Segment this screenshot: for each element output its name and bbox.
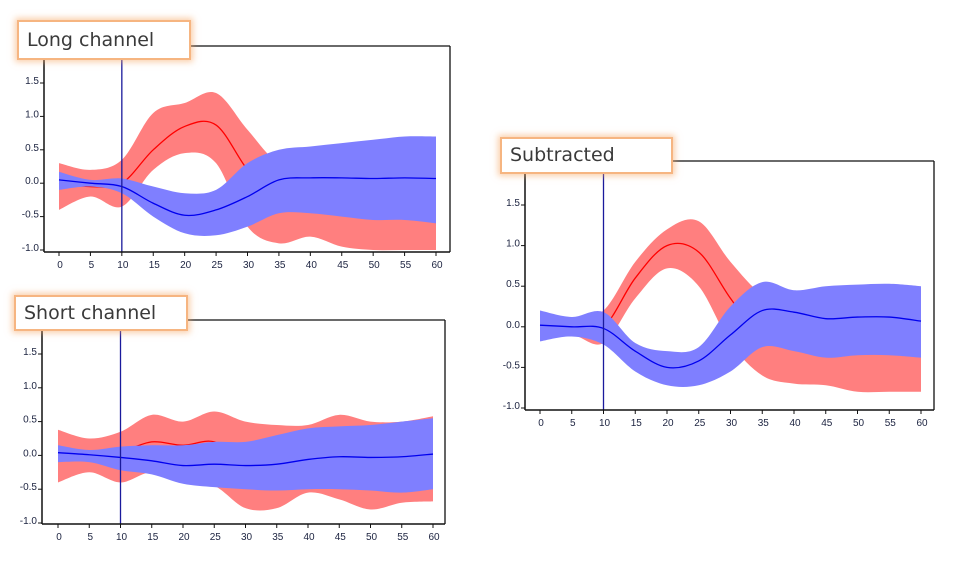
long-channel-y-tick-label: 0.0 — [25, 176, 39, 187]
long-channel-x-tick-label: 30 — [243, 260, 255, 271]
subtracted-x-tick-label: 50 — [853, 418, 865, 429]
short-channel-y-tick-label: 1.0 — [23, 381, 37, 392]
short-channel-y-tick-label: -0.5 — [20, 482, 38, 493]
short-channel-y-tick-label: 0.5 — [23, 415, 37, 426]
long-channel-x-tick-label: 55 — [400, 260, 412, 271]
short-channel-y-tick-label: 1.5 — [23, 347, 37, 358]
short-channel-x-tick-label: 25 — [210, 532, 222, 543]
long-channel-title: Long channel — [17, 20, 191, 60]
long-channel-x-tick-label: 45 — [337, 260, 349, 271]
long-channel-x-tick-label: 60 — [431, 260, 443, 271]
short-channel-x-tick-label: 40 — [303, 532, 315, 543]
subtracted-chart: 1.5 1.0 0.5 0.0 -0.5 -1.0 0 5 10 15 20 25 30 35 40 45 50… — [503, 160, 935, 429]
subtracted-x-tick-label: 15 — [631, 418, 643, 429]
short-channel-x-tick-label: 60 — [428, 532, 440, 543]
long-channel-x-tick-label: 50 — [369, 260, 381, 271]
long-channel-y-tick-label: -1.0 — [22, 243, 40, 254]
subtracted-x-tick-label: 45 — [821, 418, 833, 429]
short-channel-x-tick-label: 0 — [56, 532, 62, 543]
long-channel-x-tick-label: 35 — [274, 260, 286, 271]
long-channel-x-tick-label: 5 — [89, 260, 95, 271]
subtracted-y-tick-label: 1.0 — [506, 239, 520, 250]
subtracted-y-tick-label: -0.5 — [503, 360, 521, 371]
subtracted-x-tick-label: 35 — [758, 418, 770, 429]
subtracted-y-tick-label: -1.0 — [503, 401, 521, 412]
long-channel-y-tick-label: -0.5 — [22, 210, 40, 221]
short-channel-x-tick-label: 15 — [147, 532, 159, 543]
subtracted-x-tick-label: 10 — [599, 418, 611, 429]
subtracted-y-tick-label: 0.0 — [506, 320, 520, 331]
long-channel-x-tick-label: 10 — [117, 260, 129, 271]
subtracted-x-tick-label: 40 — [789, 418, 801, 429]
subtracted-x-tick-label: 5 — [570, 418, 576, 429]
subtracted-y-tick-label: 1.5 — [506, 198, 520, 209]
long-channel-blue-band — [59, 136, 436, 236]
subtracted-x-tick-label: 0 — [538, 418, 544, 429]
subtracted-x-tick-label: 60 — [916, 418, 928, 429]
subtracted-y-tick-label: 0.5 — [506, 279, 520, 290]
short-channel-x-tick-label: 45 — [335, 532, 347, 543]
long-channel-plot-area — [58, 91, 437, 251]
subtracted-x-tick-label: 25 — [694, 418, 706, 429]
long-channel-x-tick-label: 0 — [57, 260, 63, 271]
subtracted-title-text: Subtracted — [510, 144, 615, 166]
short-channel-x-tick-label: 50 — [366, 532, 378, 543]
short-channel-y-tick-label: -1.0 — [20, 516, 38, 527]
long-channel-y-tick-label: 0.5 — [25, 143, 39, 154]
long-channel-x-tick-label: 15 — [149, 260, 161, 271]
short-channel-x-tick-label: 5 — [87, 532, 93, 543]
short-channel-y-tick-label: 0.0 — [23, 448, 37, 459]
short-channel-chart: 1.5 1.0 0.5 0.0 -0.5 -1.0 0 5 10 15 20 25 30 35 40 45 50… — [20, 319, 446, 543]
short-channel-x-tick-label: 10 — [116, 532, 128, 543]
long-channel-title-text: Long channel — [27, 28, 155, 51]
short-channel-blue-band — [58, 418, 433, 493]
long-channel-x-tick-label: 40 — [306, 260, 318, 271]
short-channel-x-tick-label: 35 — [272, 532, 284, 543]
subtracted-title: Subtracted — [500, 137, 673, 174]
subtracted-plot-area — [539, 219, 922, 393]
long-channel-x-tick-label: 25 — [212, 260, 224, 271]
short-channel-x-tick-label: 20 — [178, 532, 190, 543]
long-channel-x-tick-label: 20 — [180, 260, 192, 271]
short-channel-title: Short channel — [14, 295, 188, 331]
subtracted-x-tick-label: 30 — [726, 418, 738, 429]
short-channel-x-tick-label: 30 — [241, 532, 253, 543]
subtracted-x-tick-label: 55 — [885, 418, 897, 429]
short-channel-title-text: Short channel — [24, 301, 157, 324]
long-channel-y-tick-label: 1.5 — [25, 76, 39, 87]
short-channel-plot-area — [57, 411, 434, 511]
subtracted-x-tick-label: 20 — [662, 418, 674, 429]
long-channel-y-tick-label: 1.0 — [25, 109, 39, 120]
short-channel-x-tick-label: 55 — [397, 532, 409, 543]
long-channel-chart: 1.5 1.0 0.5 0.0 -0.5 -1.0 0 5 10 15 20 25 30 35 40 45 50… — [22, 45, 451, 271]
